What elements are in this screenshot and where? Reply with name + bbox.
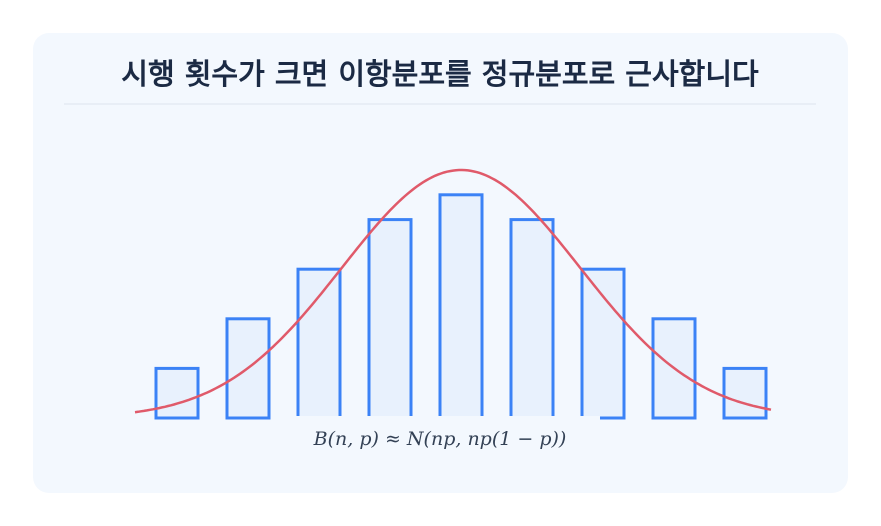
bar (722, 366, 768, 420)
bars (154, 193, 768, 420)
bar (509, 218, 555, 420)
bar (367, 218, 413, 420)
bar (580, 267, 626, 420)
formula-backdrop (280, 416, 600, 456)
formula: B(n, p) ≈ N(np, np(1 − p)) (313, 428, 567, 450)
bar (296, 267, 342, 420)
chart-title: 시행 횟수가 크면 이항분포를 정규분포로 근사합니다 (121, 57, 759, 91)
bar (438, 193, 484, 420)
normal-curve (134, 168, 772, 414)
bar (154, 366, 200, 420)
